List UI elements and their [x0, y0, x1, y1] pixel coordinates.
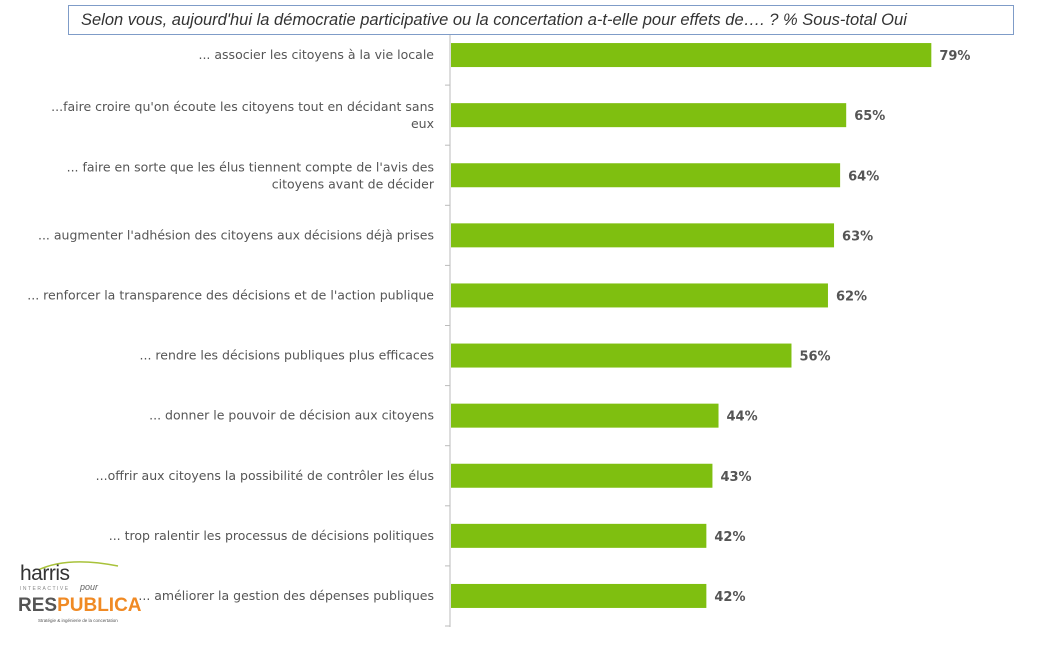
value-label: 62%	[836, 289, 867, 304]
harris-respublica-logo: harris INTERACTIVE pour RESPUBLICA Strat…	[18, 561, 148, 628]
bar	[451, 103, 847, 128]
bar	[451, 463, 713, 488]
category-label: ... augmenter l'adhésion des citoyens au…	[38, 227, 434, 242]
category-label: ...faire croire qu'on écoute les citoyen…	[51, 99, 434, 114]
category-label: citoyens avant de décider	[272, 176, 435, 191]
logo-res: RES	[18, 595, 58, 616]
category-label: ... associer les citoyens à la vie local…	[198, 47, 434, 62]
logo-publica: PUBLICA	[57, 595, 142, 616]
value-label: 44%	[727, 410, 758, 425]
category-label: ... donner le pouvoir de décision aux ci…	[149, 408, 434, 423]
category-label: ... rendre les décisions publiques plus …	[140, 348, 434, 363]
value-label: 64%	[848, 169, 879, 184]
bar	[451, 583, 707, 608]
category-label: ... améliorer la gestion des dépenses pu…	[138, 588, 434, 603]
logo-respublica: RESPUBLICA	[18, 595, 142, 617]
value-label: 65%	[854, 109, 885, 124]
category-label: ... faire en sorte que les élus tiennent…	[67, 159, 434, 174]
logo-harris: harris	[20, 562, 70, 585]
bar	[451, 523, 707, 548]
category-label: eux	[411, 116, 434, 131]
value-label: 43%	[720, 470, 751, 485]
bar	[451, 223, 835, 248]
bar	[451, 343, 792, 368]
category-label: ... renforcer la transparence des décisi…	[27, 287, 434, 302]
bar	[451, 43, 932, 68]
logo-swoosh	[37, 561, 119, 571]
bar	[451, 283, 828, 308]
value-label: 42%	[714, 530, 745, 545]
bar	[451, 403, 719, 428]
value-label: 63%	[842, 229, 873, 244]
logo-tagline: Stratégie & ingénierie de la concertatio…	[38, 618, 118, 623]
logo-pour: pour	[80, 582, 99, 592]
value-label: 56%	[799, 350, 830, 365]
chart-title: Selon vous, aujourd'hui la démocratie pa…	[68, 5, 1014, 35]
category-label: ...offrir aux citoyens la possibilité de…	[96, 468, 434, 483]
logo-interactive: INTERACTIVE	[20, 586, 70, 592]
category-label: ... trop ralentir les processus de décis…	[109, 528, 434, 543]
value-label: 79%	[939, 49, 970, 64]
bar	[451, 163, 841, 188]
value-label: 42%	[714, 590, 745, 605]
